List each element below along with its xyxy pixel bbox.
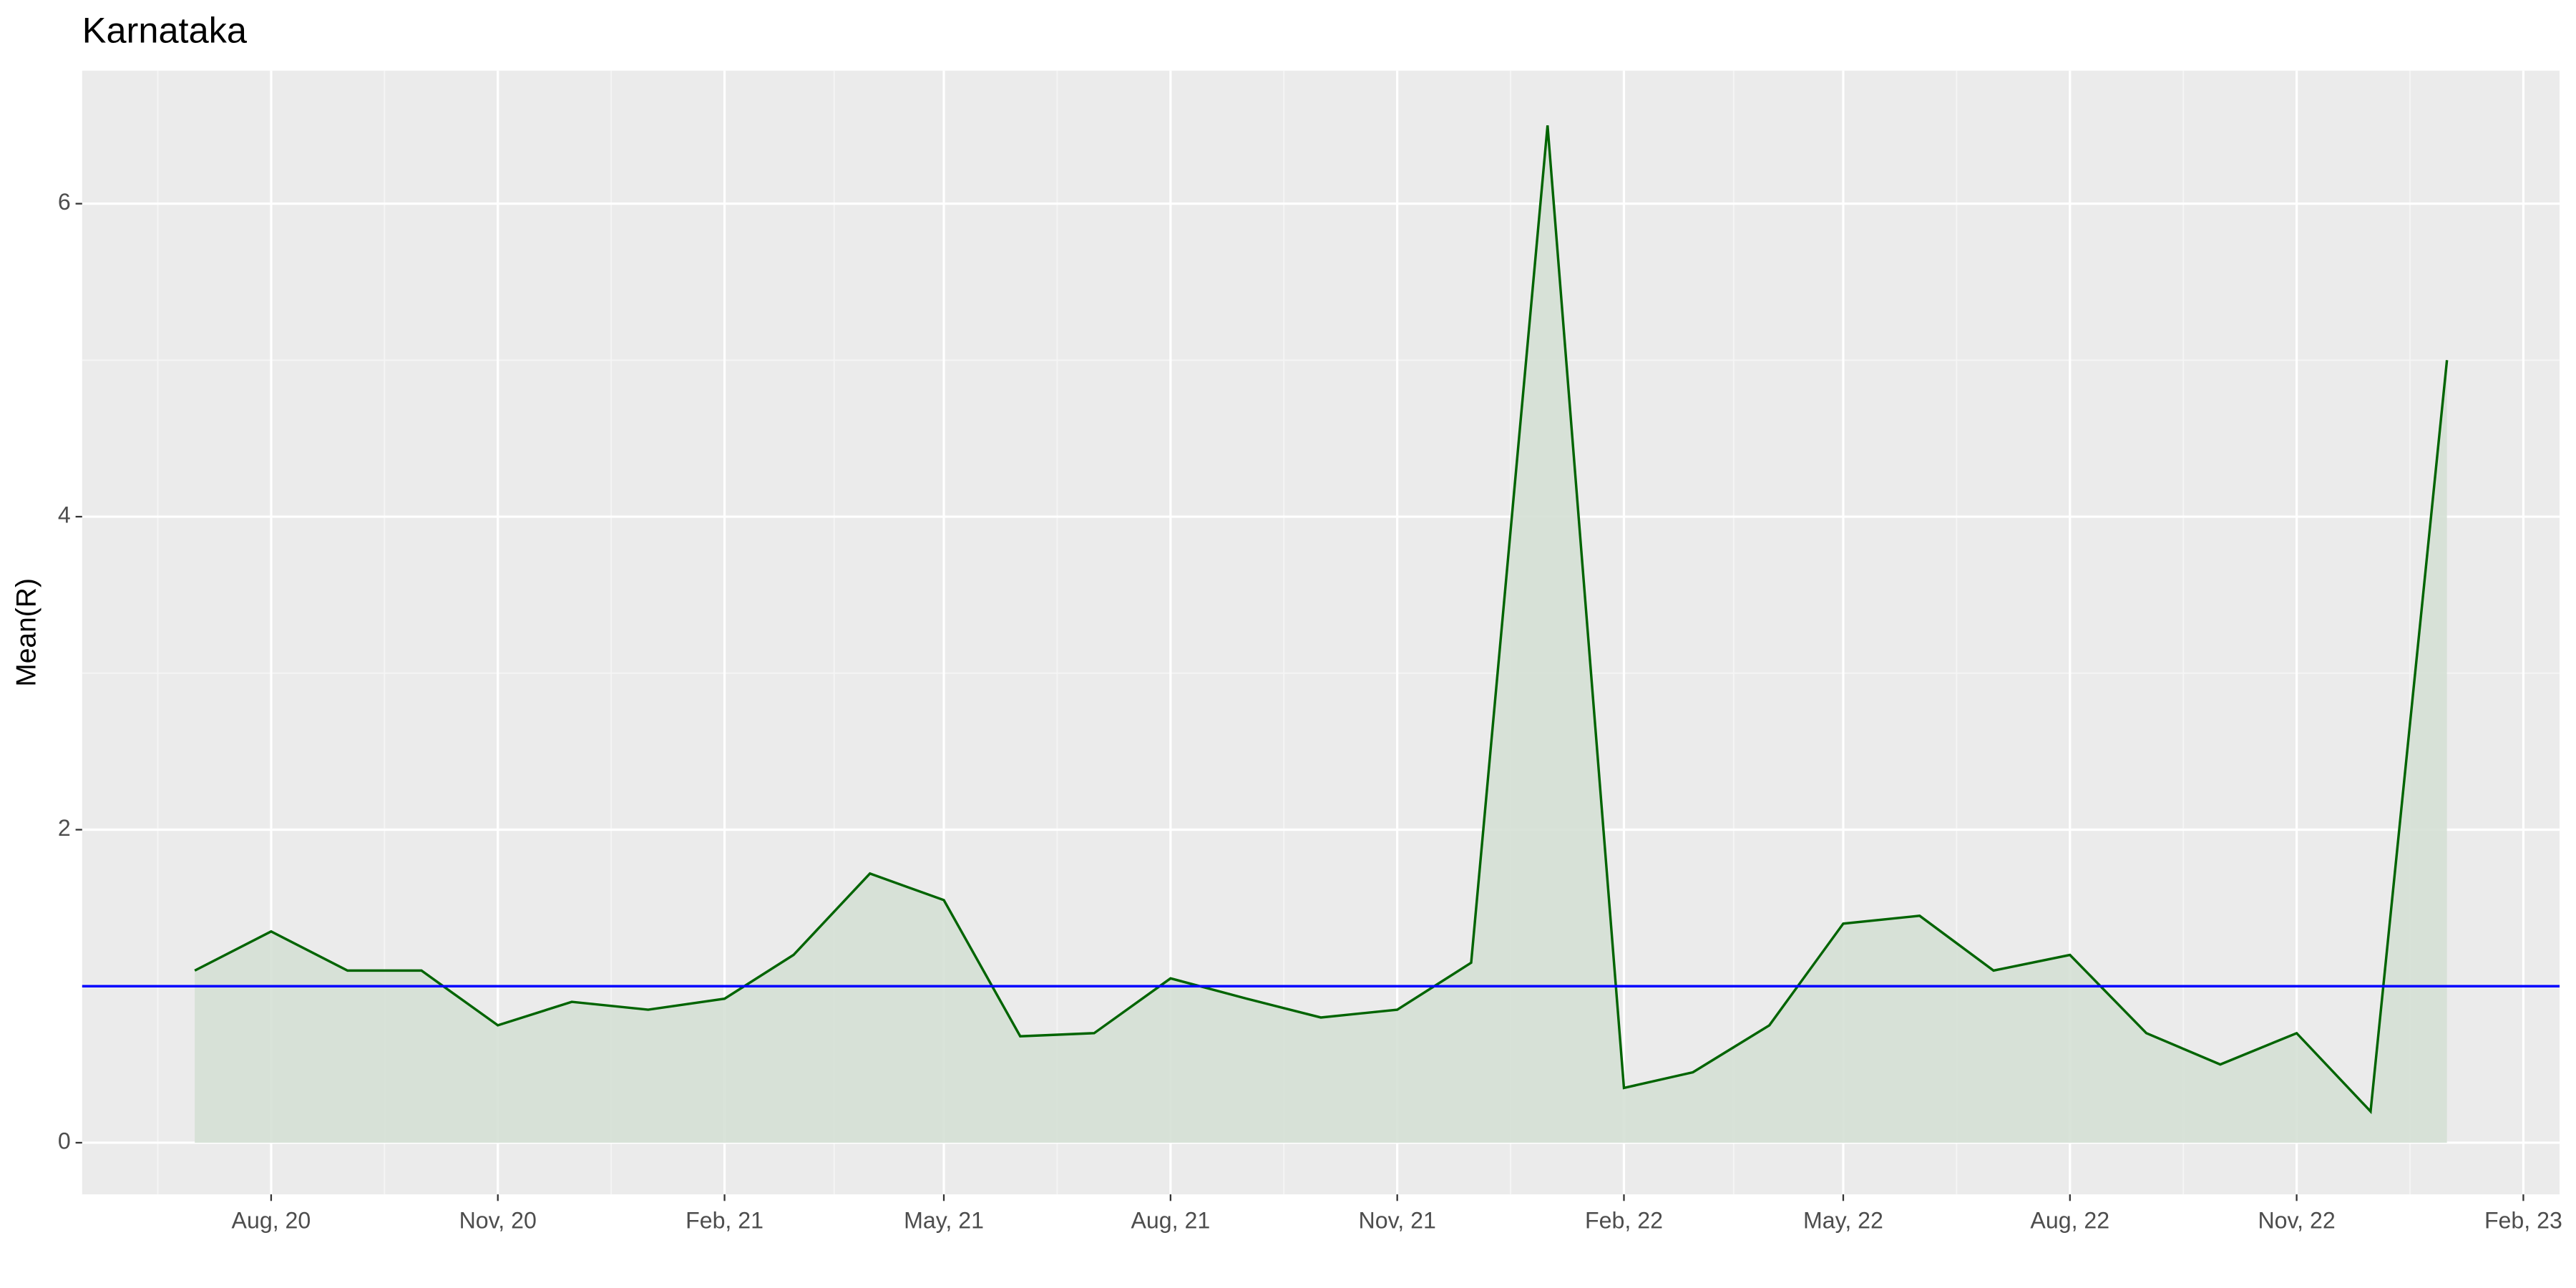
x-tick-label: Nov, 21 xyxy=(1359,1208,1436,1234)
x-tick-label: Nov, 22 xyxy=(2258,1208,2335,1234)
y-tick-label: 2 xyxy=(58,815,71,841)
x-tick-label: May, 21 xyxy=(904,1208,984,1234)
line xyxy=(194,125,2449,1115)
x-tick-label: Aug, 22 xyxy=(2030,1208,2109,1234)
x-tick-label: Aug, 21 xyxy=(1131,1208,1210,1234)
y-axis-label: Mean(R) xyxy=(11,578,42,687)
panel xyxy=(82,70,2560,1195)
x-tick-label: Nov, 20 xyxy=(459,1208,537,1234)
area xyxy=(195,125,2447,1143)
x-tick-label: Feb, 22 xyxy=(1585,1208,1663,1234)
x-tick-label: Feb, 21 xyxy=(686,1208,763,1234)
y-tick-label: 6 xyxy=(58,189,71,215)
y-tick-label: 0 xyxy=(58,1128,71,1153)
x-tick-label: May, 22 xyxy=(1803,1208,1883,1234)
y-tick-label: 4 xyxy=(58,502,71,528)
chart-title: Karnataka xyxy=(82,9,248,50)
x-tick-label: Feb, 23 xyxy=(2484,1208,2562,1234)
x-tick-label: Aug, 20 xyxy=(232,1208,311,1234)
